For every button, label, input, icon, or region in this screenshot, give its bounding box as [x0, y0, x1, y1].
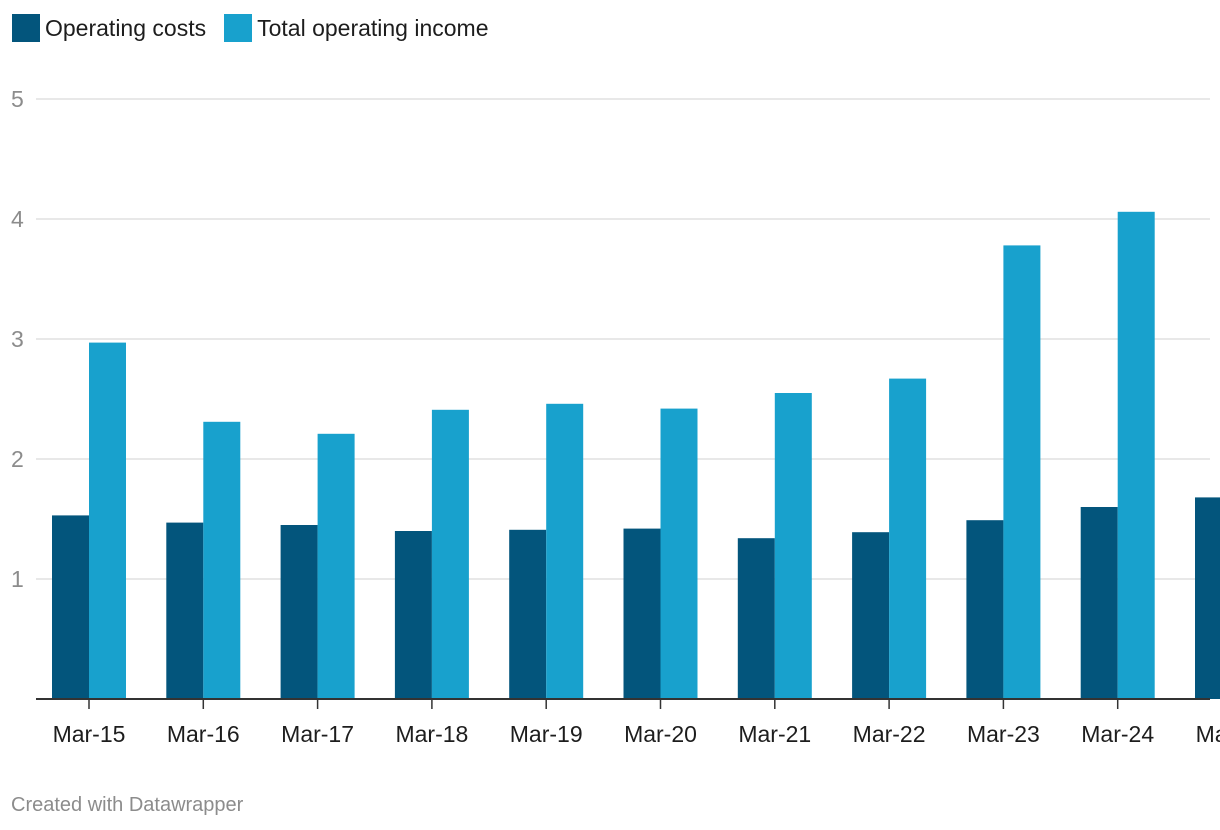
legend-swatch-total-operating-income: [224, 14, 253, 42]
x-tick-label-mar-21: Mar-21: [738, 721, 811, 747]
x-tick-label-mar-22: Mar-22: [853, 721, 926, 747]
x-tick-label-mar-19: Mar-19: [510, 721, 583, 747]
bar-total-operating-income-mar-17: [317, 433, 355, 699]
y-tick-label-2: 2: [11, 446, 24, 472]
bar-operating-costs-mar-18: [394, 531, 432, 699]
bar-total-operating-income-mar-24: [1117, 211, 1155, 700]
bar-total-operating-income-mar-21: [774, 393, 812, 699]
bar-total-operating-income-mar-15: [89, 342, 126, 699]
x-tick-label-mar-24: Mar-24: [1081, 721, 1154, 747]
x-tick-label-mar-23: Mar-23: [967, 721, 1040, 747]
x-tick-label-mar-20: Mar-20: [624, 721, 697, 747]
bar-operating-costs-mar-20: [623, 528, 661, 699]
bar-operating-costs-mar-19: [509, 529, 547, 699]
y-tick-label-3: 3: [11, 326, 24, 352]
legend-swatch-operating-costs: [12, 14, 40, 42]
bar-total-operating-income-mar-19: [546, 403, 584, 699]
x-tick-label-mar-25: Mar-25: [1196, 721, 1220, 747]
x-tick-label-mar-16: Mar-16: [167, 721, 240, 747]
bar-total-operating-income-mar-23: [1003, 245, 1041, 699]
bar-operating-costs-mar-22: [852, 532, 890, 699]
y-tick-label-4: 4: [11, 206, 24, 232]
legend-item-total-operating-income: Total operating income: [224, 14, 489, 42]
y-tick-label-1: 1: [11, 566, 24, 592]
x-tick-label-mar-15: Mar-15: [53, 721, 126, 747]
x-tick-label-mar-18: Mar-18: [395, 721, 468, 747]
bar-operating-costs-mar-16: [166, 522, 204, 699]
bar-total-operating-income-mar-18: [431, 409, 469, 699]
y-tick-label-5: 5: [11, 86, 24, 112]
legend-label-operating-costs: Operating costs: [45, 14, 207, 41]
bar-total-operating-income-mar-16: [203, 421, 241, 699]
bar-total-operating-income-mar-22: [889, 378, 927, 699]
legend-item-operating-costs: Operating costs: [12, 14, 206, 42]
bar-operating-costs-mar-17: [280, 525, 318, 699]
legend-label-total-operating-income: Total operating income: [257, 14, 489, 41]
bar-operating-costs-mar-15: [52, 515, 89, 699]
bar-operating-costs-mar-23: [966, 520, 1004, 699]
bar-operating-costs-mar-25: [1195, 497, 1220, 699]
footer-credit: Created with Datawrapper: [11, 794, 244, 816]
legend: Operating costs Total operating income: [12, 12, 507, 44]
bar-operating-costs-mar-21: [737, 538, 775, 699]
bar-total-operating-income-mar-20: [660, 408, 698, 699]
bar-operating-costs-mar-24: [1080, 507, 1118, 699]
x-tick-label-mar-17: Mar-17: [281, 721, 354, 747]
